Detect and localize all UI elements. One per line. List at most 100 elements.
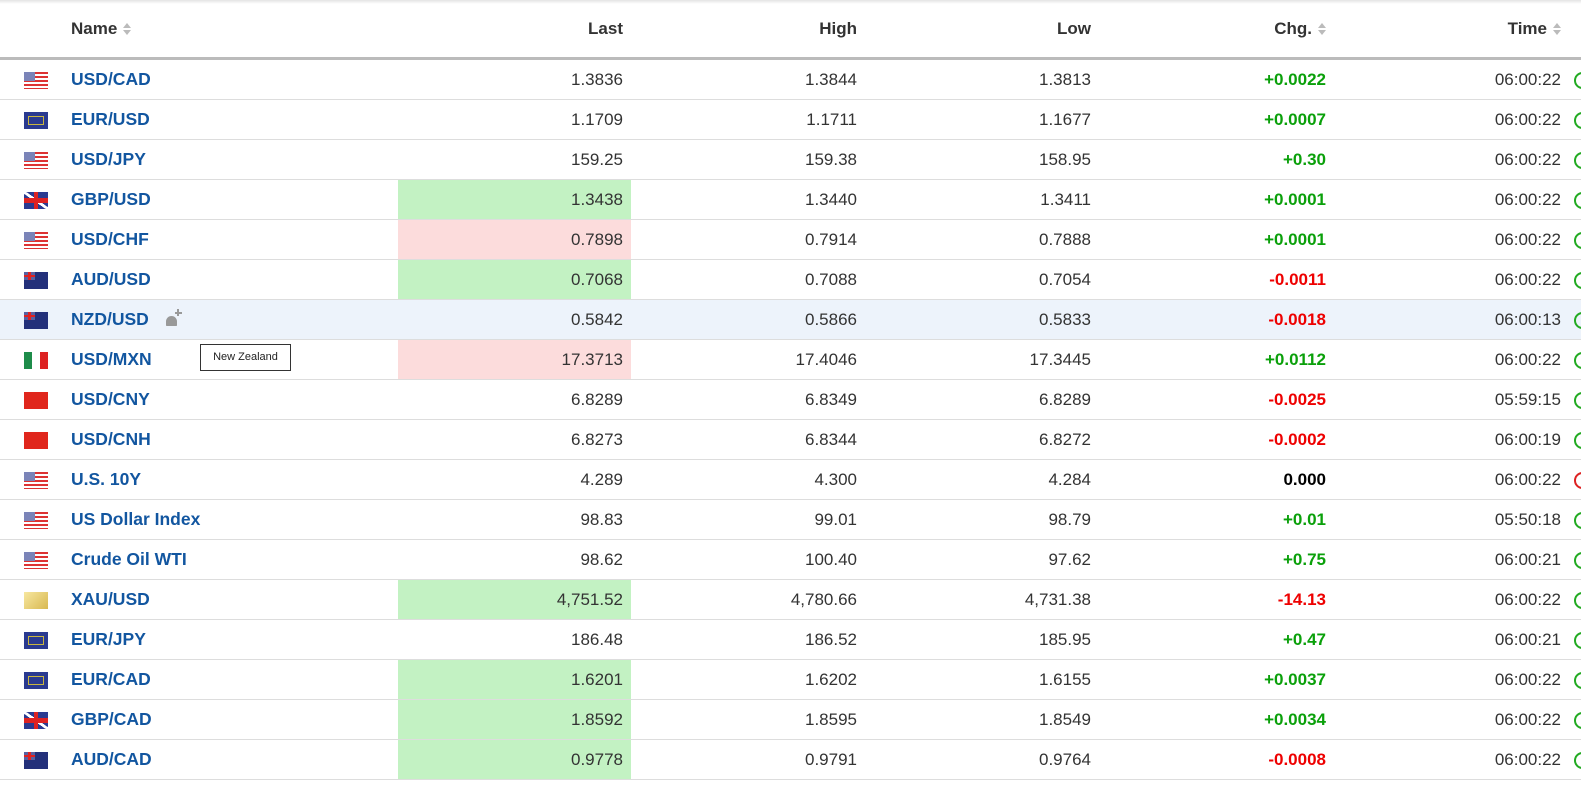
instrument-link[interactable]: AUD/USD	[71, 269, 151, 289]
table-row[interactable]: AUD/USD 0.7068 0.7088 0.7054 -0.0011 06:00:22	[0, 259, 1581, 300]
col-last: Last	[398, 0, 631, 60]
high-cell: 1.6202	[631, 659, 865, 700]
flag-cell	[0, 99, 71, 140]
high-cell: 100.40	[631, 539, 865, 580]
last-cell: 1.3438	[398, 179, 631, 220]
status-cell	[1561, 419, 1581, 460]
chg-cell: +0.0001	[1099, 219, 1326, 260]
time-cell: 06:00:22	[1326, 459, 1561, 500]
chg-cell: -0.0018	[1099, 299, 1326, 340]
name-cell: NZD/USD	[71, 299, 398, 340]
low-cell: 1.6155	[865, 659, 1099, 700]
instrument-link[interactable]: EUR/JPY	[71, 629, 146, 649]
flag-gb-icon	[24, 711, 48, 729]
low-cell: 0.9764	[865, 739, 1099, 780]
time-cell: 06:00:22	[1326, 739, 1561, 780]
instrument-link[interactable]: NZD/USD	[71, 309, 149, 329]
instrument-link[interactable]: GBP/USD	[71, 189, 151, 209]
table-row[interactable]: USD/CNH 6.8273 6.8344 6.8272 -0.0002 06:00:19	[0, 419, 1581, 460]
time-cell: 06:00:22	[1326, 58, 1561, 100]
status-cell	[1561, 379, 1581, 420]
clock-icon	[1574, 311, 1581, 329]
flag-cell	[0, 339, 71, 380]
last-cell: 1.3836	[398, 58, 631, 100]
clock-icon	[1574, 431, 1581, 449]
name-cell: U.S. 10Y	[71, 459, 398, 500]
low-cell: 17.3445	[865, 339, 1099, 380]
table-row[interactable]: USD/CAD 1.3836 1.3844 1.3813 +0.0022 06:00:22	[0, 58, 1581, 100]
table-row[interactable]: USD/CNY 6.8289 6.8349 6.8289 -0.0025 05:59:15	[0, 379, 1581, 420]
instrument-link[interactable]: AUD/CAD	[71, 749, 152, 769]
table-row[interactable]: US Dollar Index 98.83 99.01 98.79 +0.01 05:50…	[0, 499, 1581, 540]
instrument-link[interactable]: US Dollar Index	[71, 509, 201, 529]
flag-eu-icon	[24, 671, 48, 689]
instrument-link[interactable]: USD/CAD	[71, 69, 151, 89]
instrument-link[interactable]: USD/CNH	[71, 429, 151, 449]
col-name[interactable]: Name	[0, 0, 398, 60]
chg-cell: +0.0007	[1099, 99, 1326, 140]
table-row[interactable]: U.S. 10Y 4.289 4.300 4.284 0.000 06:00:22	[0, 459, 1581, 500]
last-cell: 98.83	[398, 499, 631, 540]
chg-cell: +0.0037	[1099, 659, 1326, 700]
status-cell	[1561, 699, 1581, 740]
time-cell: 06:00:22	[1326, 139, 1561, 180]
status-cell	[1561, 539, 1581, 580]
flag-mx-icon	[24, 351, 48, 369]
header-row: Name Last High Low Chg. Time	[0, 0, 1581, 60]
table-row[interactable]: USD/JPY 159.25 159.38 158.95 +0.30 06:00:22	[0, 139, 1581, 180]
table-row[interactable]: USD/MXN 17.3713 17.4046 17.3445 +0.0112 06:00…	[0, 339, 1581, 380]
flag-cell	[0, 499, 71, 540]
clock-icon	[1574, 71, 1581, 89]
last-cell: 98.62	[398, 539, 631, 580]
high-cell: 1.1711	[631, 99, 865, 140]
table-row[interactable]: NZD/USD 0.5842 0.5866 0.5833 -0.0018 06:00:13	[0, 299, 1581, 340]
table-row[interactable]: EUR/USD 1.1709 1.1711 1.1677 +0.0007 06:00:22	[0, 99, 1581, 140]
high-cell: 6.8349	[631, 379, 865, 420]
chg-cell: +0.30	[1099, 139, 1326, 180]
high-cell: 6.8344	[631, 419, 865, 460]
high-cell: 0.5866	[631, 299, 865, 340]
status-cell	[1561, 579, 1581, 620]
instrument-link[interactable]: USD/JPY	[71, 149, 146, 169]
instrument-link[interactable]: GBP/CAD	[71, 709, 152, 729]
high-cell: 17.4046	[631, 339, 865, 380]
high-cell: 186.52	[631, 619, 865, 660]
table-row[interactable]: USD/CHF 0.7898 0.7914 0.7888 +0.0001 06:00:22	[0, 219, 1581, 260]
table-row[interactable]: GBP/CAD 1.8592 1.8595 1.8549 +0.0034 06:00:22	[0, 699, 1581, 740]
last-cell: 0.9778	[398, 739, 631, 780]
name-cell: AUD/CAD	[71, 739, 398, 780]
instrument-link[interactable]: EUR/CAD	[71, 669, 151, 689]
instrument-link[interactable]: U.S. 10Y	[71, 469, 142, 489]
instrument-link[interactable]: USD/MXN	[71, 349, 152, 369]
last-cell: 0.7898	[398, 219, 631, 260]
table-row[interactable]: AUD/CAD 0.9778 0.9791 0.9764 -0.0008 06:00:22	[0, 739, 1581, 780]
flag-us-icon	[24, 551, 48, 569]
col-chg[interactable]: Chg.	[1099, 0, 1326, 60]
status-cell	[1561, 179, 1581, 220]
table-row[interactable]: XAU/USD 4,751.52 4,780.66 4,731.38 -14.13 06:…	[0, 579, 1581, 620]
high-cell: 1.3844	[631, 58, 865, 100]
instrument-link[interactable]: XAU/USD	[71, 589, 150, 609]
instrument-link[interactable]: USD/CHF	[71, 229, 149, 249]
low-cell: 6.8272	[865, 419, 1099, 460]
chg-cell: +0.0022	[1099, 58, 1326, 100]
low-cell: 4,731.38	[865, 579, 1099, 620]
table-row[interactable]: GBP/USD 1.3438 1.3440 1.3411 +0.0001 06:00:22	[0, 179, 1581, 220]
col-low: Low	[865, 0, 1099, 60]
time-cell: 06:00:22	[1326, 339, 1561, 380]
instrument-link[interactable]: EUR/USD	[71, 109, 150, 129]
name-cell: EUR/CAD	[71, 659, 398, 700]
instrument-link[interactable]: USD/CNY	[71, 389, 150, 409]
add-alert-bell-icon[interactable]	[165, 309, 182, 328]
table-row[interactable]: EUR/CAD 1.6201 1.6202 1.6155 +0.0037 06:00:22	[0, 659, 1581, 700]
flag-cell	[0, 299, 71, 340]
low-cell: 98.79	[865, 499, 1099, 540]
instrument-link[interactable]: Crude Oil WTI	[71, 549, 187, 569]
col-time[interactable]: Time	[1326, 0, 1561, 60]
status-cell	[1561, 58, 1581, 100]
table-row[interactable]: Crude Oil WTI 98.62 100.40 97.62 +0.75 06:00:…	[0, 539, 1581, 580]
high-cell: 0.7088	[631, 259, 865, 300]
table-row[interactable]: EUR/JPY 186.48 186.52 185.95 +0.47 06:00:21	[0, 619, 1581, 660]
last-cell: 0.5842	[398, 299, 631, 340]
high-cell: 4,780.66	[631, 579, 865, 620]
